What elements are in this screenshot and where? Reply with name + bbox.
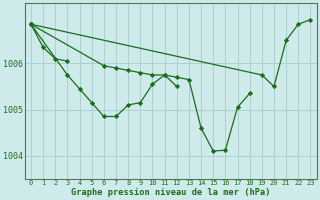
- X-axis label: Graphe pression niveau de la mer (hPa): Graphe pression niveau de la mer (hPa): [71, 188, 270, 197]
